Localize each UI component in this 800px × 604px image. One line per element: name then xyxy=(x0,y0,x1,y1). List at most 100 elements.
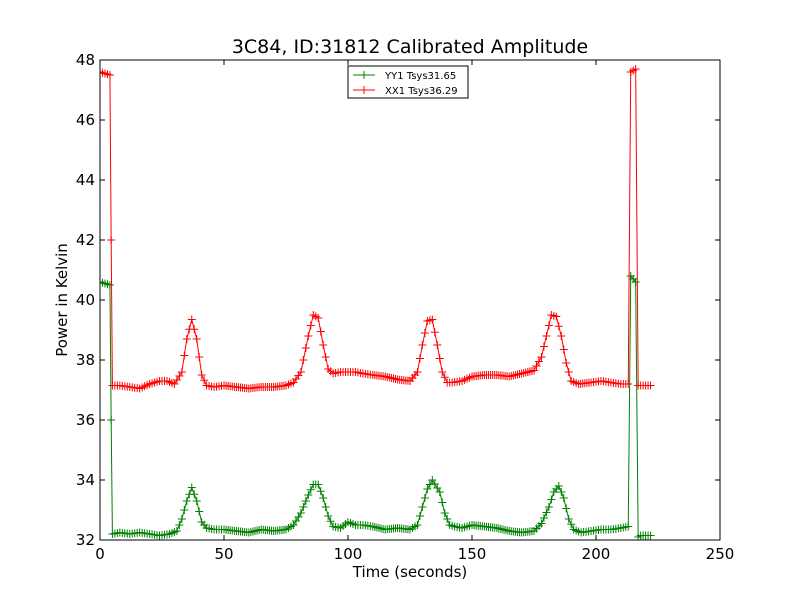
data-point xyxy=(180,506,189,514)
data-point xyxy=(180,351,189,360)
data-point xyxy=(631,278,640,286)
data-point xyxy=(187,483,196,492)
data-point xyxy=(415,512,424,520)
x-tick-label: 250 xyxy=(706,545,735,563)
y-tick-label: 32 xyxy=(76,531,95,549)
plot-frame xyxy=(99,59,721,541)
data-point xyxy=(435,354,444,363)
legend-item-2: XX1 Tsys36.29 xyxy=(353,86,458,97)
data-point xyxy=(172,527,181,535)
data-point xyxy=(177,368,186,376)
data-point xyxy=(319,494,328,502)
data-point xyxy=(554,322,563,331)
data-point xyxy=(182,335,191,343)
data-point xyxy=(544,321,553,330)
data-point xyxy=(537,519,546,528)
data-point xyxy=(532,362,541,370)
data-point xyxy=(321,503,330,511)
data-point xyxy=(438,368,447,376)
data-point xyxy=(413,368,422,376)
data-point xyxy=(624,522,633,531)
data-point xyxy=(539,342,548,351)
y-tick-label: 48 xyxy=(76,51,95,69)
x-tick-label: 100 xyxy=(334,545,363,563)
data-point xyxy=(306,321,315,330)
data-point xyxy=(192,335,201,343)
data-point xyxy=(433,341,442,349)
data-point xyxy=(430,328,439,337)
x-tick-label: 0 xyxy=(95,545,105,563)
data-point xyxy=(324,512,333,520)
legend-marker xyxy=(360,86,368,94)
data-point xyxy=(296,368,305,376)
y-tick-label: 44 xyxy=(76,171,95,189)
legend: YY1 Tsys31.65 XX1 Tsys36.29 xyxy=(347,65,469,99)
data-point xyxy=(304,332,313,340)
data-point xyxy=(413,521,422,529)
data-point xyxy=(190,325,199,334)
data-point xyxy=(195,353,204,361)
data-point xyxy=(435,488,444,496)
x-tick-label: 150 xyxy=(458,545,487,563)
data-point xyxy=(301,497,310,505)
data-point xyxy=(440,373,449,382)
data-point xyxy=(182,497,191,505)
data-point xyxy=(443,515,452,523)
data-point xyxy=(296,509,305,517)
data-point xyxy=(624,380,633,388)
data-point xyxy=(542,508,551,517)
legend-label: YY1 Tsys31.65 xyxy=(384,71,456,82)
data-point xyxy=(200,376,209,385)
data-point xyxy=(418,341,427,349)
data-point xyxy=(418,503,427,511)
data-point xyxy=(557,488,566,496)
data-point xyxy=(530,366,538,375)
data-point xyxy=(559,345,568,354)
data-point xyxy=(564,368,573,376)
data-point xyxy=(314,480,323,489)
y-tick-label: 40 xyxy=(76,291,95,309)
data-point xyxy=(177,515,186,523)
data-point xyxy=(557,332,566,340)
data-point xyxy=(192,497,201,505)
x-tick-label: 50 xyxy=(214,545,233,563)
y-tick-label: 42 xyxy=(76,231,95,249)
data-point xyxy=(306,485,315,494)
y-tick-label: 38 xyxy=(76,351,95,369)
x-tick-label: 200 xyxy=(582,545,611,563)
y-tick-label: 36 xyxy=(76,411,95,429)
data-point xyxy=(552,312,561,321)
data-point xyxy=(304,491,313,499)
data-point xyxy=(559,494,568,502)
x-axis-label: Time (seconds) xyxy=(352,563,468,581)
data-point xyxy=(428,315,437,324)
y-axis-label: Power in Kelvin xyxy=(53,243,71,357)
data-point xyxy=(299,503,308,511)
data-point xyxy=(105,71,114,79)
data-point xyxy=(547,495,556,504)
data-point xyxy=(107,416,116,424)
data-point xyxy=(415,354,424,363)
data-point xyxy=(544,503,553,511)
data-point xyxy=(420,329,429,337)
data-point xyxy=(562,359,571,367)
data-point xyxy=(326,517,335,526)
chart-title: 3C84, ID:31812 Calibrated Amplitude xyxy=(232,36,588,58)
y-tick-label: 34 xyxy=(76,471,95,489)
data-point xyxy=(105,281,114,289)
data-point xyxy=(299,356,308,364)
data-point xyxy=(646,531,655,540)
legend-item-1: YY1 Tsys31.65 xyxy=(353,71,456,82)
data-point xyxy=(440,509,449,517)
axis-ticks: 0 50 100 150 200 250 32 34 36 38 40 42 44 46 48 xyxy=(76,51,734,563)
data-point xyxy=(537,353,546,361)
data-point xyxy=(197,371,206,379)
plot-area xyxy=(100,65,655,540)
data-point xyxy=(195,507,204,516)
data-point xyxy=(534,357,543,366)
series-2 xyxy=(100,65,655,393)
data-point xyxy=(539,514,548,522)
data-point xyxy=(107,236,116,244)
data-point xyxy=(175,521,184,529)
